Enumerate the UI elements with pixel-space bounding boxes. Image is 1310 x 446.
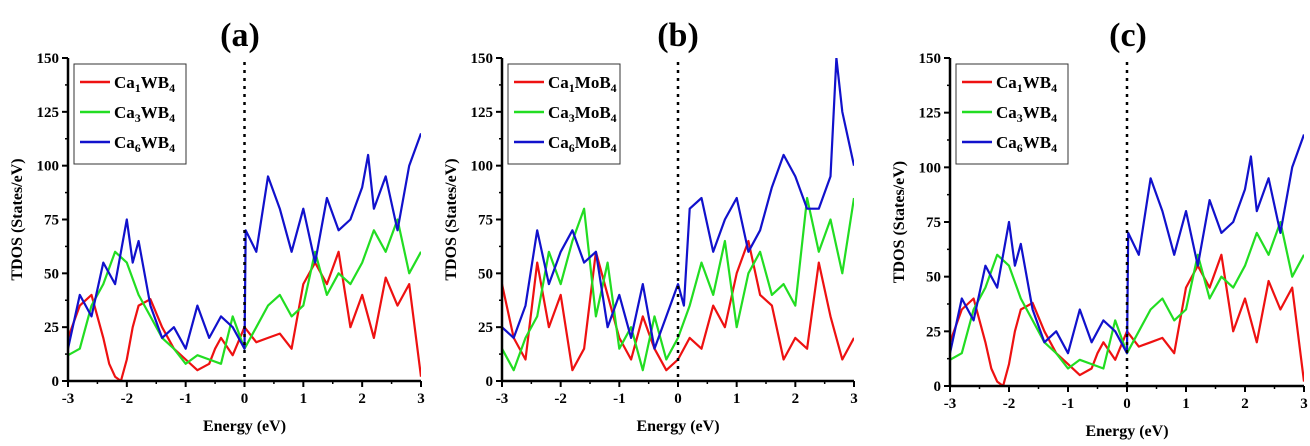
x-tick-label: -1 xyxy=(613,391,626,407)
legend-entry: Ca6WB4 xyxy=(996,133,1057,155)
x-axis-label: Energy (eV) xyxy=(1085,423,1168,440)
y-axis-label: TDOS (States/eV) xyxy=(443,158,460,280)
legend-entry: Ca1MoB4 xyxy=(548,73,617,95)
legend-box xyxy=(507,63,621,165)
y-tick-label: 0 xyxy=(486,374,494,390)
y-tick-label: 100 xyxy=(919,160,942,176)
y-tick-label: 75 xyxy=(478,213,493,229)
legend-box xyxy=(73,63,187,165)
y-tick-label: 25 xyxy=(478,320,493,336)
x-tick-label: 3 xyxy=(417,391,425,407)
series-group xyxy=(68,133,421,381)
y-tick-label: 50 xyxy=(44,266,59,282)
legend-entry: Ca6MoB4 xyxy=(548,133,617,155)
series-line-Ca6WB4 xyxy=(68,133,421,350)
x-tick-label: -3 xyxy=(62,391,75,407)
y-tick-label: 0 xyxy=(934,379,942,395)
x-tick-label: 2 xyxy=(358,391,366,407)
y-tick-label: 125 xyxy=(919,106,942,122)
y-tick-label: 25 xyxy=(44,320,59,336)
legend-entry: Ca1WB4 xyxy=(114,73,175,95)
panel-2: (c) -3 -2 -1 0 1 2 3 0 25 50 75 100 125 150 Energy (eV)… xyxy=(891,17,1308,440)
series-line-Ca1WB4 xyxy=(950,253,1304,386)
x-tick-label: -2 xyxy=(121,391,134,407)
panel-title: (c) xyxy=(1109,17,1147,54)
x-tick-label: -2 xyxy=(554,391,567,407)
y-tick-label: 100 xyxy=(37,159,60,175)
x-tick-label: 2 xyxy=(792,391,800,407)
x-tick-label: 1 xyxy=(733,391,741,407)
legend-entry: Ca1WB4 xyxy=(996,73,1057,95)
x-tick-label: -3 xyxy=(944,396,957,412)
x-tick-label: -1 xyxy=(179,391,192,407)
y-tick-label: 125 xyxy=(37,105,60,121)
y-tick-label: 100 xyxy=(471,159,494,175)
series-line-Ca6WB4 xyxy=(950,134,1304,355)
x-axis-label: Energy (eV) xyxy=(636,418,719,435)
x-tick-label: 1 xyxy=(1182,396,1190,412)
x-tick-label: -2 xyxy=(1003,396,1016,412)
panel-title: (a) xyxy=(220,17,260,54)
y-tick-label: 150 xyxy=(471,51,494,67)
y-tick-label: 0 xyxy=(52,374,60,390)
y-tick-label: 75 xyxy=(44,213,59,229)
x-tick-label: 0 xyxy=(1123,396,1131,412)
y-tick-label: 150 xyxy=(37,51,60,67)
legend-entry: Ca3MoB4 xyxy=(548,103,617,125)
series-group xyxy=(950,134,1304,386)
panel-1: (b) -3 -2 -1 0 1 2 3 0 25 50 75 100 125 150 Energy (eV)… xyxy=(443,17,858,435)
legend-entry: Ca3WB4 xyxy=(996,103,1057,125)
y-tick-label: 25 xyxy=(926,324,941,340)
y-tick-label: 50 xyxy=(478,266,493,282)
panel-0: (a) -3 -2 -1 0 1 2 3 0 25 50 75 100 125 150 Energy (eV)… xyxy=(9,17,425,435)
legend-entry: Ca6WB4 xyxy=(114,133,175,155)
x-tick-label: 1 xyxy=(300,391,308,407)
x-axis-label: Energy (eV) xyxy=(203,418,286,435)
x-tick-label: 0 xyxy=(241,391,249,407)
y-tick-label: 75 xyxy=(926,215,941,231)
y-tick-label: 50 xyxy=(926,270,941,286)
y-axis-label: TDOS (States/eV) xyxy=(891,161,908,283)
x-tick-label: -1 xyxy=(1062,396,1075,412)
series-line-Ca1WB4 xyxy=(68,250,421,381)
y-tick-label: 150 xyxy=(919,51,942,67)
series-line-Ca6MoB4 xyxy=(502,58,854,350)
x-tick-label: 0 xyxy=(674,391,682,407)
panel-title: (b) xyxy=(657,17,699,54)
series-line-Ca3MoB4 xyxy=(502,196,854,372)
y-tick-label: 125 xyxy=(471,105,494,121)
x-tick-label: 2 xyxy=(1241,396,1249,412)
x-tick-label: 3 xyxy=(850,391,858,407)
x-tick-label: 3 xyxy=(1300,396,1308,412)
x-tick-label: -3 xyxy=(496,391,509,407)
legend-box xyxy=(955,63,1069,165)
legend-entry: Ca3WB4 xyxy=(114,103,175,125)
y-axis-label: TDOS (States/eV) xyxy=(9,158,26,280)
